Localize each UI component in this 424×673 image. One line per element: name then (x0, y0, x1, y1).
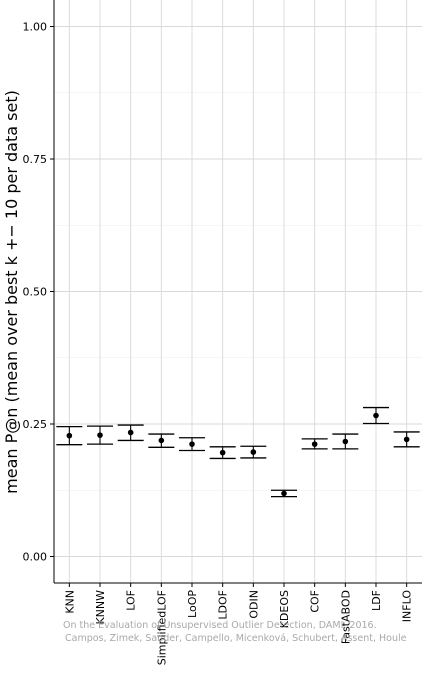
y-tick-label: 0.50 (23, 286, 48, 299)
x-tick-label: KNN (63, 590, 76, 614)
x-tick-label: SimplifiedLOF (155, 590, 168, 665)
errorbar-ldf (363, 406, 389, 425)
x-tick-label: LDF (370, 590, 383, 611)
x-tick-label: INFLO (401, 590, 414, 623)
mean-point (373, 412, 379, 419)
errorbar-simplifiedlof (148, 433, 175, 448)
y-tick-label: 0.00 (23, 551, 48, 564)
mean-point (158, 437, 165, 444)
y-tick-label: 0.25 (23, 418, 48, 431)
x-axis-ticks: KNN KNNW LOF SimplifiedLOF LoOP LDOF ODIN KDEOS… (63, 583, 414, 665)
mean-point (127, 429, 134, 436)
mean-point (311, 441, 318, 447)
watermark-line-2: Campos, Zimek, Sander, Campello, Micenko… (65, 633, 407, 644)
mean-point (281, 490, 287, 497)
errorbar-ldof (209, 446, 236, 460)
grid-minor (54, 92, 422, 491)
x-tick-label: LDOF (217, 590, 230, 620)
mean-point (97, 432, 103, 438)
errorbar-loop (179, 437, 205, 452)
x-tick-label: LoOP (186, 590, 199, 618)
x-tick-label: COF (309, 590, 322, 613)
y-tick-label: 1.00 (23, 21, 48, 34)
mean-point (189, 441, 195, 447)
watermark-line-1: On the Evaluation of Unsupervised Outlie… (63, 620, 377, 631)
x-tick-label: KDEOS (278, 590, 291, 628)
y-axis-label: mean P@n (mean over best k +− 10 per dat… (2, 90, 21, 494)
errorbar-kdeos (271, 489, 297, 498)
grid-major (54, 0, 422, 583)
x-tick-label: LOF (125, 590, 138, 611)
y-axis-ticks: 0.00 0.25 0.50 0.75 1.00 (23, 21, 54, 564)
errorbar-odin (240, 445, 267, 459)
x-tick-label: FastABOD (339, 590, 352, 644)
x-tick-label: ODIN (247, 590, 260, 619)
mean-point (219, 449, 226, 456)
errorbar-inflo (393, 431, 420, 448)
errorbar-knnw (87, 425, 113, 445)
mean-point (342, 438, 349, 445)
x-tick-label: KNNW (94, 590, 107, 625)
errorbar-knn (56, 425, 83, 446)
mean-point (66, 432, 73, 439)
y-tick-label: 0.75 (23, 153, 48, 166)
errorbar-cof (301, 438, 328, 450)
errorbar-fastabod (332, 433, 359, 450)
mean-point (250, 449, 257, 455)
marks (56, 406, 420, 498)
mean-point (403, 436, 410, 443)
errorbar-lof (117, 424, 144, 442)
